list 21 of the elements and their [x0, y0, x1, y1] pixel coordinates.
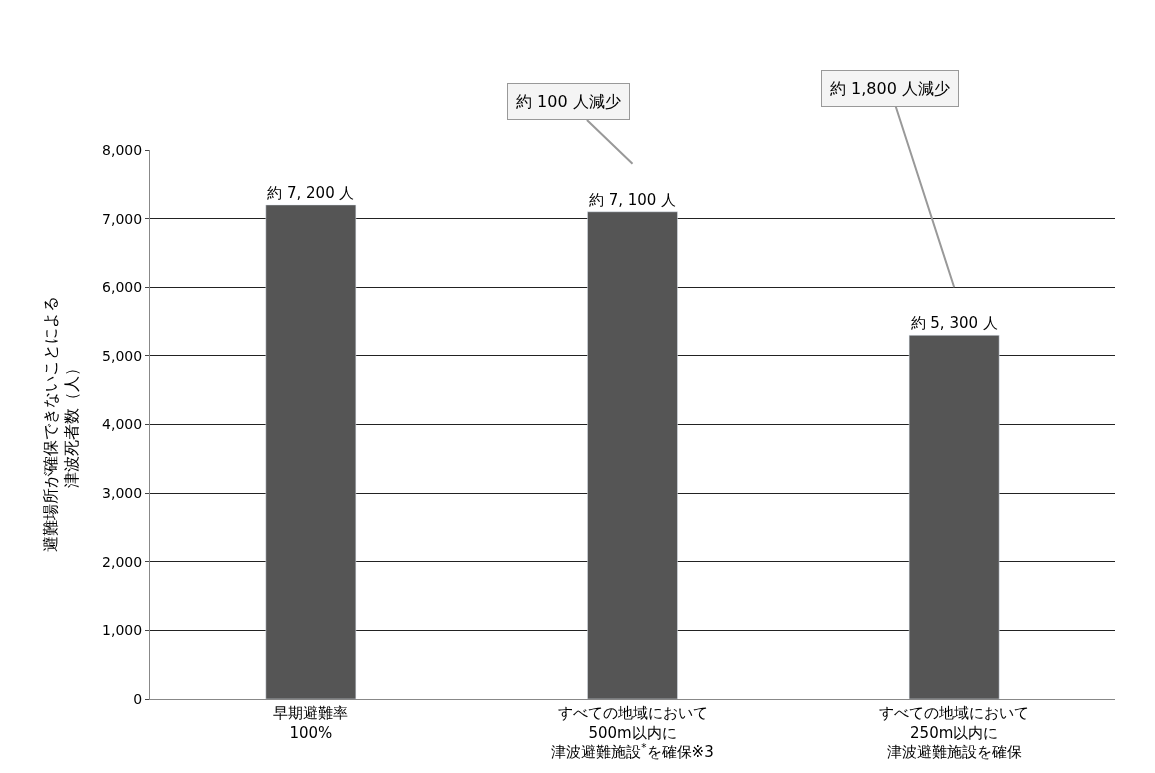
x-tick-label: すべての地域において500m以内に津波避難施設$^{*}$を確保※3 [551, 704, 714, 761]
data-label: 約 7, 100 人 [588, 190, 677, 209]
data-label: 約 7, 200 人 [267, 183, 355, 202]
y-tick-label: 1,000 [102, 622, 143, 639]
y-tick-label: 7,000 [102, 210, 143, 227]
bar [265, 204, 357, 699]
y-tick-label: 4,000 [102, 416, 143, 433]
y-tick-label: 0 [133, 690, 143, 707]
y-tick-label: 3,000 [102, 485, 143, 502]
y-tick-label: 5,000 [102, 347, 143, 364]
y-axis-title: 避難場所が確保できないことによる津波死者数（人） [41, 296, 82, 553]
text: 約 1,800 人減少 [830, 79, 950, 98]
y-tick-label: 6,000 [102, 279, 143, 296]
x-tick-label: すべての地域において250m以内に津波避難施設を確保 [879, 704, 1030, 761]
y-tick-label: 2,000 [102, 553, 143, 570]
bar [908, 335, 1000, 699]
y-tick-label: 8,000 [102, 141, 143, 158]
data-label: 約 5, 300 人 [910, 314, 998, 333]
text: 約 100 人減少 [516, 92, 621, 111]
bar [587, 211, 678, 699]
x-tick-label: 早期避難率100% [273, 704, 349, 742]
